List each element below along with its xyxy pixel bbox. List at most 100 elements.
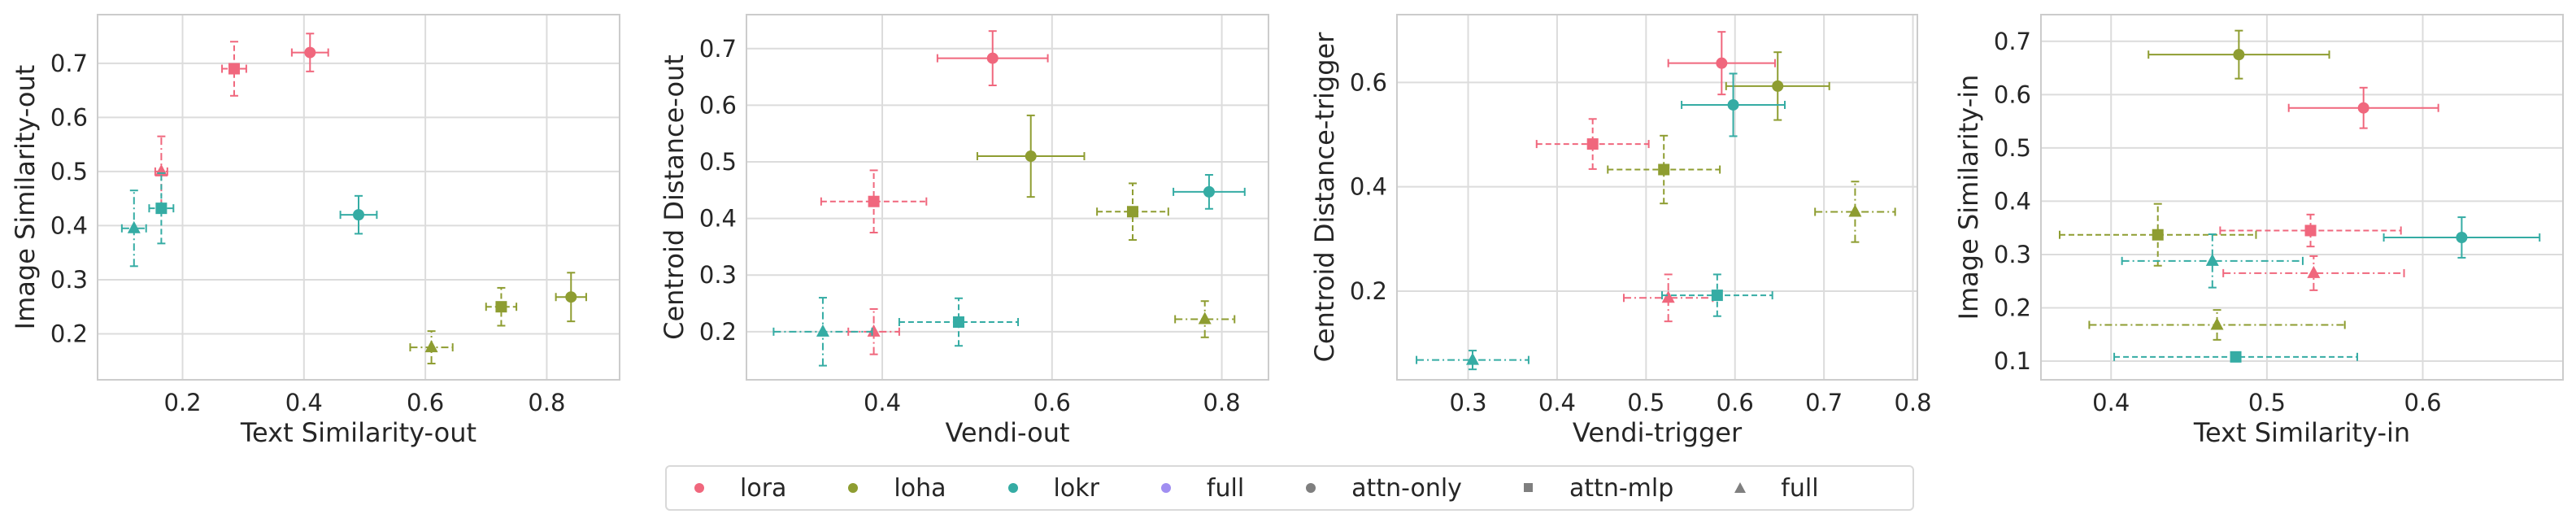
data-marker xyxy=(353,209,364,221)
plot-area xyxy=(2041,15,2563,380)
y-tick-label: 0.2 xyxy=(699,318,737,346)
data-point-lora-full xyxy=(2222,255,2405,291)
y-axis-label: Centroid Distance-out xyxy=(659,54,690,340)
y-axis-label: Centroid Distance-trigger xyxy=(1309,32,1340,363)
y-tick-label: 0.5 xyxy=(50,158,88,185)
legend-entry-lora: lora xyxy=(683,472,786,504)
data-marker xyxy=(2205,253,2219,266)
data-point-loha-full xyxy=(1174,300,1236,338)
data-point-lokr-attn-mlp xyxy=(898,297,1020,347)
data-point-loha-attn-only xyxy=(555,272,587,323)
data-point-lokr-attn-mlp xyxy=(1661,273,1773,317)
data-marker xyxy=(867,324,881,337)
legend-entry-full: full xyxy=(1724,472,1819,504)
x-tick-label: 0.4 xyxy=(864,389,901,416)
legend-entry-attn-mlp: attn-mlp xyxy=(1512,472,1673,504)
data-point-lokr-attn-only xyxy=(1681,72,1786,137)
legend-label: attn-mlp xyxy=(1569,473,1674,503)
data-point-lokr-full xyxy=(120,189,147,268)
legend-marker-circle xyxy=(848,483,859,493)
x-tick-label: 0.8 xyxy=(1894,389,1931,416)
legend-label: lora xyxy=(740,473,787,503)
legend-label: loha xyxy=(894,473,946,503)
data-point-lora-attn-mlp xyxy=(820,169,928,234)
axes-frame xyxy=(746,14,1269,381)
y-tick-label: 0.4 xyxy=(1350,173,1387,201)
legend-entry-loha: loha xyxy=(837,472,946,504)
data-point-lora-attn-only xyxy=(936,30,1049,87)
y-tick-label: 0.6 xyxy=(699,91,737,119)
x-tick-label: 0.6 xyxy=(2404,389,2441,416)
data-marker xyxy=(2456,231,2468,243)
x-tick-label: 0.7 xyxy=(1805,389,1843,416)
data-marker xyxy=(2307,265,2321,278)
data-point-lora-attn-mlp xyxy=(2219,213,2402,248)
x-tick-label: 0.4 xyxy=(1538,389,1576,416)
data-point-loha-attn-mlp xyxy=(485,286,518,327)
data-marker xyxy=(1727,98,1739,111)
data-point-lokr-attn-only xyxy=(1173,174,1246,210)
data-point-loha-attn-only xyxy=(2147,29,2330,80)
plot-area xyxy=(746,15,1268,380)
y-tick-label: 0.2 xyxy=(1994,294,2031,322)
y-tick-label: 0.7 xyxy=(1994,28,2031,55)
x-tick-label: 0.4 xyxy=(285,389,323,416)
y-tick-label: 0.6 xyxy=(50,103,88,131)
data-point-lokr-attn-mlp xyxy=(2113,351,2359,363)
legend-label: lokr xyxy=(1053,473,1099,503)
x-tick-label: 0.4 xyxy=(2092,389,2130,416)
x-tick-label: 0.3 xyxy=(1449,389,1486,416)
y-tick-label: 0.5 xyxy=(699,148,737,176)
data-marker xyxy=(1661,290,1675,303)
x-tick-label: 0.8 xyxy=(1203,389,1241,416)
data-marker xyxy=(2304,224,2317,237)
chart-panel-2: 0.4 0.6 0.8 0.2 0.3 0.4 0.5 0.6 0.7 Vendi-out Cent… xyxy=(659,14,1269,448)
data-marker xyxy=(228,63,240,75)
legend-entry-lokr: lokr xyxy=(997,472,1099,504)
data-marker xyxy=(2357,102,2369,114)
data-marker xyxy=(1025,150,1037,163)
y-tick-label: 0.1 xyxy=(1994,347,2031,375)
data-point-loha-attn-only xyxy=(976,114,1086,198)
data-point-loha-full xyxy=(1814,181,1896,243)
data-marker xyxy=(2210,317,2224,330)
legend-marker-circle xyxy=(1160,483,1171,493)
x-tick-label: 0.5 xyxy=(1627,389,1664,416)
data-point-lora-full xyxy=(847,307,900,355)
data-marker xyxy=(952,316,964,328)
data-point-loha-attn-only xyxy=(1725,51,1830,121)
data-point-loha-attn-mlp xyxy=(1607,134,1721,205)
data-marker xyxy=(1716,57,1728,69)
data-point-lokr-attn-mlp xyxy=(148,172,175,245)
data-marker xyxy=(1198,311,1212,324)
y-tick-label: 0.4 xyxy=(1994,187,2031,215)
y-axis-label: Image Similarity-out xyxy=(10,65,41,330)
data-point-lokr-full xyxy=(2121,233,2304,289)
y-tick-label: 0.5 xyxy=(1994,134,2031,162)
chart-panel-3: 0.3 0.4 0.5 0.6 0.7 0.80.20.40.6Vendi-trigger… xyxy=(1309,14,1932,448)
legend-marker-circle xyxy=(694,483,704,493)
y-tick-label: 0.4 xyxy=(699,205,737,233)
x-tick-label: 0.6 xyxy=(407,389,444,416)
x-axis-label: Vendi-trigger xyxy=(1573,417,1743,448)
legend: lora loha lokr full attn-only attn-mlp full xyxy=(665,465,1914,511)
data-marker xyxy=(868,195,880,207)
data-point-lora-attn-only xyxy=(2287,86,2439,129)
legend-label: full xyxy=(1206,473,1245,503)
y-tick-label: 0.3 xyxy=(50,266,88,294)
data-marker xyxy=(1658,163,1670,176)
legend-marker-square xyxy=(1523,483,1533,492)
y-tick-label: 0.3 xyxy=(699,261,737,289)
data-point-lokr-full xyxy=(772,297,873,367)
y-tick-label: 0.7 xyxy=(699,35,737,63)
x-tick-label: 0.8 xyxy=(528,389,565,416)
data-point-loha-full xyxy=(2088,309,2346,341)
data-marker xyxy=(2230,351,2242,363)
y-tick-label: 0.2 xyxy=(1350,277,1387,305)
data-marker xyxy=(2152,229,2164,241)
data-point-loha-attn-mlp xyxy=(1096,182,1169,242)
data-point-lokr-full xyxy=(1416,350,1530,371)
y-tick-label: 0.6 xyxy=(1350,68,1387,96)
y-tick-label: 0.2 xyxy=(50,320,88,347)
legend-entry-attn-only: attn-only xyxy=(1295,472,1462,504)
